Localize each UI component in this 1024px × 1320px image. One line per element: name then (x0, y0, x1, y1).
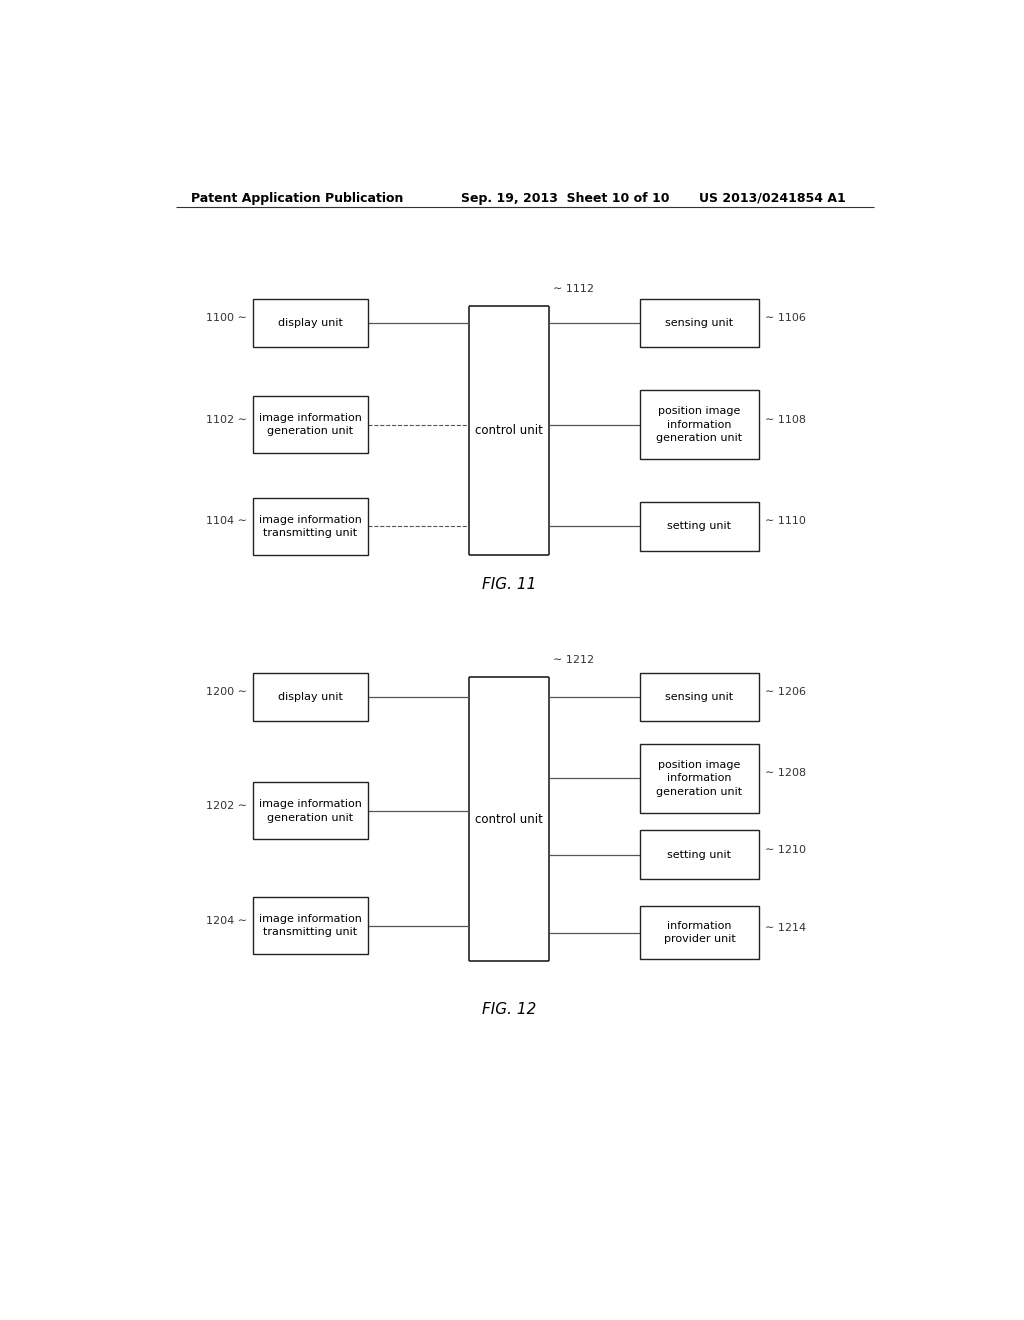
Text: ∼ 1208: ∼ 1208 (765, 768, 806, 779)
Text: ∼ 1206: ∼ 1206 (765, 686, 806, 697)
Text: 1102 ∼: 1102 ∼ (206, 414, 247, 425)
Text: display unit: display unit (279, 318, 343, 329)
Text: 1202 ∼: 1202 ∼ (206, 801, 247, 810)
Text: 1200 ∼: 1200 ∼ (206, 686, 247, 697)
Text: FIG. 12: FIG. 12 (481, 1002, 537, 1016)
Text: position image
information
generation unit: position image information generation un… (656, 760, 742, 796)
Text: sensing unit: sensing unit (666, 318, 733, 329)
Text: ∼ 1214: ∼ 1214 (765, 923, 806, 933)
Text: ∼ 1106: ∼ 1106 (765, 313, 806, 323)
Text: image information
transmitting unit: image information transmitting unit (259, 915, 361, 937)
FancyBboxPatch shape (640, 673, 759, 722)
Text: 1204 ∼: 1204 ∼ (206, 916, 247, 925)
Text: information
provider unit: information provider unit (664, 921, 735, 945)
FancyBboxPatch shape (640, 298, 759, 347)
FancyBboxPatch shape (253, 783, 368, 840)
FancyBboxPatch shape (253, 396, 368, 453)
Text: image information
generation unit: image information generation unit (259, 413, 361, 437)
FancyBboxPatch shape (640, 907, 759, 960)
Text: setting unit: setting unit (668, 850, 731, 859)
Text: position image
information
generation unit: position image information generation un… (656, 407, 742, 444)
FancyBboxPatch shape (640, 502, 759, 550)
Text: control unit: control unit (475, 813, 543, 825)
FancyBboxPatch shape (640, 744, 759, 813)
Text: US 2013/0241854 A1: US 2013/0241854 A1 (699, 191, 846, 205)
Text: image information
transmitting unit: image information transmitting unit (259, 515, 361, 539)
Text: Patent Application Publication: Patent Application Publication (191, 191, 403, 205)
Text: 1104 ∼: 1104 ∼ (206, 516, 247, 527)
Text: ∼ 1110: ∼ 1110 (765, 516, 806, 527)
Text: setting unit: setting unit (668, 521, 731, 532)
Text: 1100 ∼: 1100 ∼ (206, 313, 247, 323)
Text: ∼ 1212: ∼ 1212 (553, 655, 594, 664)
Text: Sep. 19, 2013  Sheet 10 of 10: Sep. 19, 2013 Sheet 10 of 10 (461, 191, 670, 205)
Text: control unit: control unit (475, 424, 543, 437)
Text: display unit: display unit (279, 692, 343, 702)
Text: sensing unit: sensing unit (666, 692, 733, 702)
Text: ∼ 1112: ∼ 1112 (553, 284, 594, 293)
Text: ∼ 1210: ∼ 1210 (765, 845, 806, 854)
FancyBboxPatch shape (253, 298, 368, 347)
FancyBboxPatch shape (253, 673, 368, 722)
FancyBboxPatch shape (253, 898, 368, 954)
FancyBboxPatch shape (640, 391, 759, 459)
Text: ∼ 1108: ∼ 1108 (765, 414, 806, 425)
Text: FIG. 11: FIG. 11 (481, 577, 537, 593)
Text: image information
generation unit: image information generation unit (259, 800, 361, 822)
FancyBboxPatch shape (253, 498, 368, 554)
FancyBboxPatch shape (640, 830, 759, 879)
